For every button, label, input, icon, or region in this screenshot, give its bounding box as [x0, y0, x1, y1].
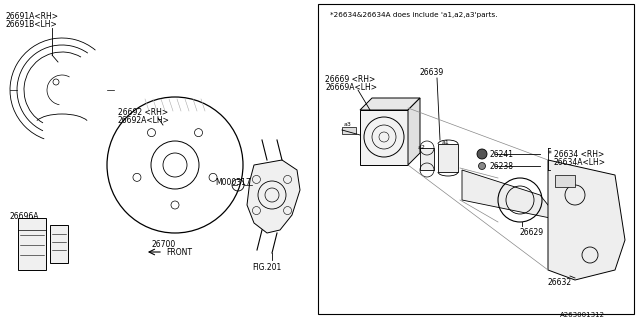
- Polygon shape: [548, 160, 625, 280]
- Text: FIG.201: FIG.201: [252, 263, 282, 272]
- Bar: [438, 144, 458, 172]
- Bar: [360, 110, 408, 165]
- Text: a3: a3: [344, 122, 352, 127]
- Text: a1: a1: [442, 140, 450, 145]
- Circle shape: [479, 163, 486, 170]
- Text: *: *: [548, 150, 552, 159]
- Bar: [342, 127, 356, 134]
- Text: 26692 <RH>: 26692 <RH>: [118, 108, 168, 117]
- Text: 26691A<RH>: 26691A<RH>: [5, 12, 58, 21]
- Polygon shape: [360, 98, 420, 110]
- Text: A263001312: A263001312: [560, 312, 605, 318]
- Text: 26700: 26700: [152, 240, 176, 249]
- Text: 26632: 26632: [548, 278, 572, 287]
- Text: 26634A<LH>: 26634A<LH>: [554, 158, 606, 167]
- Text: a2: a2: [418, 145, 426, 150]
- Text: *26634&26634A does include 'a1,a2,a3'parts.: *26634&26634A does include 'a1,a2,a3'par…: [330, 12, 497, 18]
- Text: FRONT: FRONT: [166, 248, 192, 257]
- Bar: [555, 175, 575, 187]
- FancyBboxPatch shape: [50, 225, 68, 263]
- Text: 26691B<LH>: 26691B<LH>: [5, 20, 57, 29]
- Text: 26669A<LH>: 26669A<LH>: [325, 83, 377, 92]
- Polygon shape: [408, 98, 420, 165]
- FancyBboxPatch shape: [18, 218, 46, 270]
- Bar: [420, 148, 434, 170]
- Text: 26629: 26629: [520, 228, 544, 237]
- Text: 26692A<LH>: 26692A<LH>: [118, 116, 170, 125]
- Text: M000317: M000317: [215, 178, 251, 187]
- Text: 26238: 26238: [490, 162, 514, 171]
- Text: 26669 <RH>: 26669 <RH>: [325, 75, 375, 84]
- Text: 26634 <RH>: 26634 <RH>: [554, 150, 604, 159]
- Polygon shape: [462, 170, 560, 220]
- Text: 26696A: 26696A: [10, 212, 40, 221]
- Circle shape: [477, 149, 487, 159]
- Text: 26241: 26241: [490, 150, 514, 159]
- Polygon shape: [247, 160, 300, 233]
- Text: 26639: 26639: [420, 68, 444, 77]
- Bar: [318, 4, 634, 314]
